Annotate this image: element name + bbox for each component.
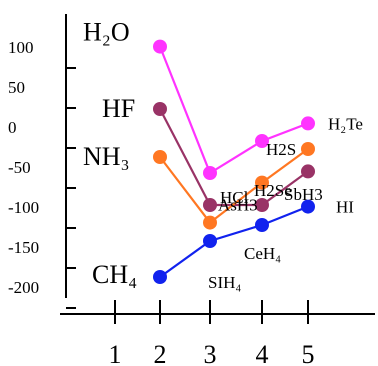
point-label: HI bbox=[336, 198, 354, 217]
x-tick-label: 5 bbox=[302, 340, 315, 366]
y-tick-label: -200 bbox=[8, 278, 39, 297]
data-point bbox=[153, 270, 167, 284]
data-point bbox=[153, 102, 167, 116]
series-line bbox=[159, 148, 309, 225]
y-tick-label: -150 bbox=[8, 238, 39, 257]
x-tick-label: 3 bbox=[204, 340, 217, 366]
series-line bbox=[159, 205, 309, 278]
data-point bbox=[301, 142, 315, 156]
point-label: HCl bbox=[220, 188, 249, 207]
data-point bbox=[255, 134, 269, 148]
point-labels: H₂O H2Se H2S H₂Te HF HCl SbH3 NH₃ AsH3 CH₄ SIH₄CeH… bbox=[83, 18, 363, 292]
data-point bbox=[255, 218, 269, 232]
point-label: CeH₄ bbox=[244, 244, 281, 263]
y-tick-label: -50 bbox=[8, 158, 31, 177]
data-point bbox=[203, 198, 217, 212]
data-point bbox=[153, 150, 167, 164]
x-tick-labels: 1 2 3 4 5 bbox=[109, 340, 315, 366]
x-tick-label: 2 bbox=[154, 340, 167, 366]
data-point bbox=[255, 198, 269, 212]
data-point bbox=[203, 234, 217, 248]
axes bbox=[60, 14, 375, 324]
series-line bbox=[159, 108, 309, 207]
series-line bbox=[158, 46, 309, 175]
y-tick-labels: 100 50 0 -50 -100 -150 -200 bbox=[8, 38, 39, 297]
data-point bbox=[203, 215, 217, 230]
y-tick-label: 0 bbox=[8, 118, 17, 137]
point-label: NH₃ bbox=[83, 142, 130, 171]
point-label: SIH₄ bbox=[208, 273, 241, 292]
y-tick-label: -100 bbox=[8, 198, 39, 217]
point-label: H2S bbox=[266, 140, 296, 159]
data-point bbox=[255, 175, 269, 190]
point-label: SbH3 bbox=[284, 185, 323, 204]
point-label: HF bbox=[102, 94, 135, 123]
y-tick-label: 100 bbox=[8, 38, 34, 57]
data-point bbox=[301, 199, 315, 214]
series-group bbox=[153, 39, 315, 284]
point-label: CH₄ bbox=[92, 260, 137, 289]
point-label: H₂O bbox=[83, 18, 130, 47]
y-tick-label: 50 bbox=[8, 78, 25, 97]
data-point bbox=[301, 116, 315, 131]
point-label: AsH3 bbox=[218, 196, 258, 215]
data-point bbox=[203, 166, 217, 180]
data-point bbox=[153, 39, 167, 54]
data-point bbox=[301, 164, 315, 179]
point-label: H₂Te bbox=[328, 114, 363, 133]
x-tick-label: 1 bbox=[109, 340, 122, 366]
point-label: H2Se bbox=[254, 181, 292, 200]
x-tick-label: 4 bbox=[256, 340, 269, 366]
